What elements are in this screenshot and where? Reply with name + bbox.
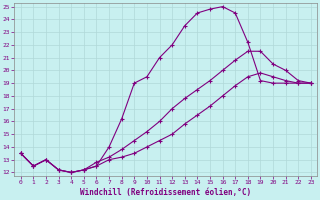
X-axis label: Windchill (Refroidissement éolien,°C): Windchill (Refroidissement éolien,°C) [80,188,252,197]
